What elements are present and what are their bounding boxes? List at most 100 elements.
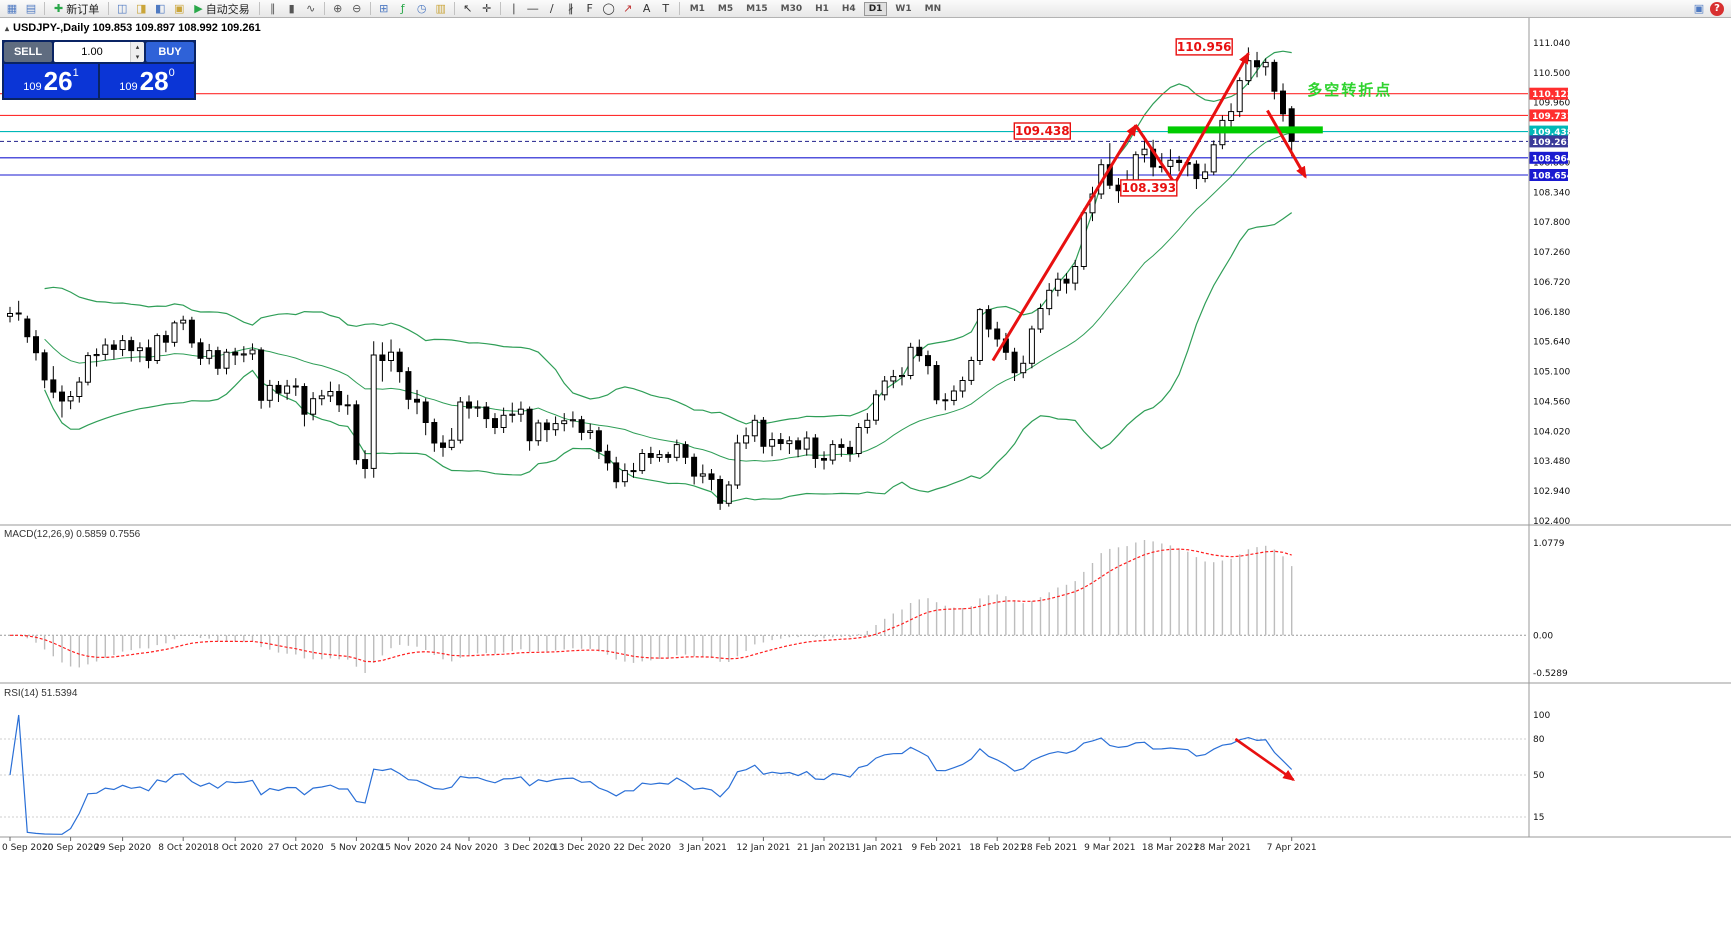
candle (275, 384, 282, 394)
price-tag-text: 108.654 (1532, 172, 1573, 182)
candle (240, 353, 247, 356)
date-axis-label: 0 Sep 2020 (2, 843, 54, 853)
line-chart-icon[interactable]: ∿ (302, 1, 320, 17)
zoom-out-icon[interactable]: ⊖ (348, 1, 366, 17)
trendline-icon[interactable]: ∕ (543, 1, 561, 17)
tile-windows-icon[interactable]: ⊞ (375, 1, 393, 17)
date-axis-label: 27 Oct 2020 (268, 843, 324, 853)
periods-icon[interactable]: ◷ (413, 1, 431, 17)
candle (760, 419, 767, 447)
date-axis-label: 3 Dec 2020 (504, 843, 556, 853)
trend-arrow[interactable] (1173, 51, 1250, 185)
price-axis-label: 106.720 (1533, 278, 1570, 288)
candle (197, 342, 204, 359)
navigator-icon[interactable]: ◧ (151, 1, 169, 17)
candle (933, 365, 940, 401)
rsi-trend-arrow[interactable] (1234, 737, 1296, 781)
chart-profiles-icon[interactable]: ▤ (22, 1, 40, 17)
equidistant-channel-icon[interactable]: ∦ (562, 1, 580, 17)
rsi-indicator-label: RSI(14) 51.5394 (4, 688, 78, 699)
date-axis-label: 28 Mar 2021 (1194, 843, 1251, 853)
candle (873, 394, 879, 421)
buy-price[interactable]: 109 28 0 (100, 64, 194, 98)
timeframe-m1-button[interactable]: M1 (689, 3, 705, 14)
cursor-icon[interactable]: ↖ (459, 1, 477, 17)
crosshair-icon[interactable]: ✛ (478, 1, 496, 17)
candle (180, 319, 187, 324)
trend-arrow[interactable] (1266, 109, 1307, 179)
timeframe-m5-button[interactable]: M5 (717, 3, 734, 14)
timeframe-d1-button[interactable]: D1 (863, 1, 888, 16)
help-icon[interactable]: ? (1710, 1, 1724, 16)
sell-price[interactable]: 109 26 1 (4, 64, 98, 98)
arrows-icon-glyph: ↗ (623, 2, 633, 15)
timeframe-w1-button[interactable]: W1 (895, 3, 912, 14)
support-zone-bar[interactable] (1167, 126, 1323, 134)
terminal-icon[interactable]: ▣ (170, 1, 188, 17)
shapes-icon[interactable]: ◯ (600, 1, 618, 17)
buy-button[interactable]: BUY (146, 42, 194, 62)
data-window-icon[interactable]: ◨ (132, 1, 150, 17)
text-icon[interactable]: A (638, 1, 656, 17)
zoom-in-icon[interactable]: ⊕ (329, 1, 347, 17)
price-axis-label: 105.640 (1533, 338, 1570, 348)
date-axis-label: 28 Feb 2021 (1021, 843, 1077, 853)
timeframe-m30-button[interactable]: M30 (780, 3, 803, 14)
price-axis-label: 110.500 (1533, 69, 1570, 79)
equidistant-channel-icon-glyph: ∦ (567, 2, 574, 15)
candle (1262, 61, 1269, 68)
chart-area[interactable]: 110.956 109.438 108.393 多空转折点 111.040 110.500… (0, 18, 1731, 937)
shapes-icon-glyph: ◯ (602, 2, 615, 15)
candle (214, 350, 221, 369)
candlestick-chart-icon[interactable]: ▮ (283, 1, 301, 17)
candle (431, 422, 438, 444)
sell-button[interactable]: SELL (4, 42, 52, 62)
fibonacci-icon[interactable]: F (581, 1, 599, 17)
text-label-icon[interactable]: T (657, 1, 675, 17)
timeframe-h1-button[interactable]: H1 (815, 3, 829, 14)
candle (1254, 60, 1260, 68)
indicators-icon[interactable]: ƒ (394, 1, 412, 17)
zoom-in-icon-glyph: ⊕ (333, 2, 343, 15)
bar-chart-icon[interactable]: ∥ (264, 1, 282, 17)
new-order-button[interactable]: ✚ 新订单 (49, 1, 104, 17)
price-annotation-box[interactable] (1175, 38, 1233, 56)
volume-down-button[interactable]: ▾ (131, 52, 144, 62)
price-annotation-box[interactable] (1120, 179, 1178, 197)
price-annotation-box[interactable] (1013, 122, 1071, 140)
candle (517, 408, 524, 415)
vertical-line-icon[interactable]: ∣ (505, 1, 523, 17)
timeframe-h4-button[interactable]: H4 (841, 3, 856, 14)
volume-up-button[interactable]: ▴ (131, 42, 144, 52)
candle (1063, 278, 1070, 284)
horizontal-line-icon[interactable]: ― (524, 1, 542, 17)
candle (855, 427, 862, 454)
sell-price-sup: 1 (72, 67, 79, 79)
price-chart-canvas[interactable]: 110.956 109.438 108.393 多空转折点 111.040 110.500… (0, 18, 1731, 937)
volume-input[interactable] (54, 42, 130, 62)
candle (639, 453, 646, 472)
templates-icon[interactable]: ▥ (432, 1, 450, 17)
candle (985, 309, 992, 330)
window-icon[interactable]: ▣ (1693, 2, 1705, 15)
timeframe-m15-button[interactable]: M15 (746, 3, 768, 14)
candle (1011, 351, 1018, 374)
arrows-icon[interactable]: ↗ (619, 1, 637, 17)
candle (102, 344, 109, 355)
trend-arrow[interactable] (1134, 124, 1177, 185)
candle (838, 444, 845, 448)
bollinger-lower-band (44, 212, 1293, 503)
price-tag-text: 109.261 (1532, 138, 1573, 148)
new-chart-icon[interactable]: ▦ (3, 1, 21, 17)
candle (84, 355, 91, 383)
rsi-axis-label: 80 (1533, 735, 1545, 745)
autotrading-button[interactable]: ▶ 自动交易 (189, 1, 254, 17)
candle (1072, 266, 1079, 284)
price-tag (1529, 109, 1568, 122)
turning-point-label[interactable]: 多空转折点 (1307, 81, 1392, 99)
candle (561, 420, 568, 425)
market-watch-icon[interactable]: ◫ (113, 1, 131, 17)
symbol-ohlc-text: USDJPY-,Daily 109.853 109.897 108.992 10… (13, 22, 261, 34)
trend-arrow[interactable] (991, 123, 1138, 362)
timeframe-mn-button[interactable]: MN (924, 3, 942, 14)
